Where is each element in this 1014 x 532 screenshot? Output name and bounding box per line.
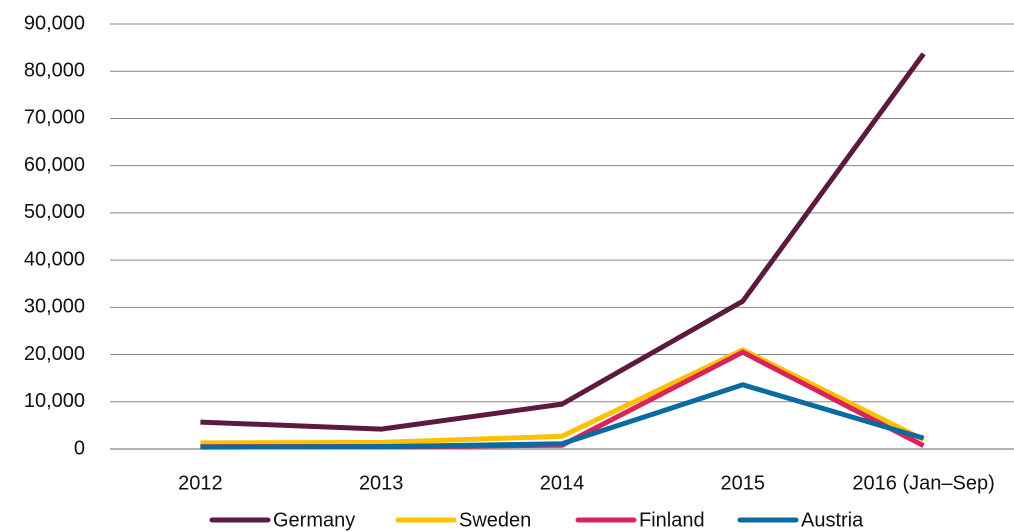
legend-label: Austria bbox=[801, 509, 864, 531]
y-tick-label: 20,000 bbox=[24, 343, 85, 365]
y-tick-label: 70,000 bbox=[24, 107, 85, 129]
y-tick-label: 80,000 bbox=[24, 60, 85, 82]
legend-label: Sweden bbox=[459, 509, 531, 531]
y-tick-label: 10,000 bbox=[24, 390, 85, 412]
legend-label: Finland bbox=[639, 509, 705, 531]
x-tick-label: 2012 bbox=[178, 472, 223, 494]
x-tick-label: 2015 bbox=[721, 472, 766, 494]
series-line bbox=[200, 347, 925, 446]
y-tick-label: 30,000 bbox=[24, 296, 85, 318]
y-tick-label: 40,000 bbox=[24, 248, 85, 270]
y-tick-label: 90,000 bbox=[24, 12, 85, 34]
legend-label: Germany bbox=[273, 509, 355, 531]
y-tick-label: 0 bbox=[74, 437, 85, 459]
series-line bbox=[200, 52, 926, 432]
x-tick-label: 2016 (Jan–Sep) bbox=[852, 472, 994, 494]
x-tick-label: 2013 bbox=[359, 472, 404, 494]
series-line bbox=[200, 349, 925, 450]
y-tick-label: 60,000 bbox=[24, 154, 85, 176]
series-line bbox=[200, 382, 925, 450]
x-tick-label: 2014 bbox=[540, 472, 585, 494]
y-tick-label: 50,000 bbox=[24, 201, 85, 223]
